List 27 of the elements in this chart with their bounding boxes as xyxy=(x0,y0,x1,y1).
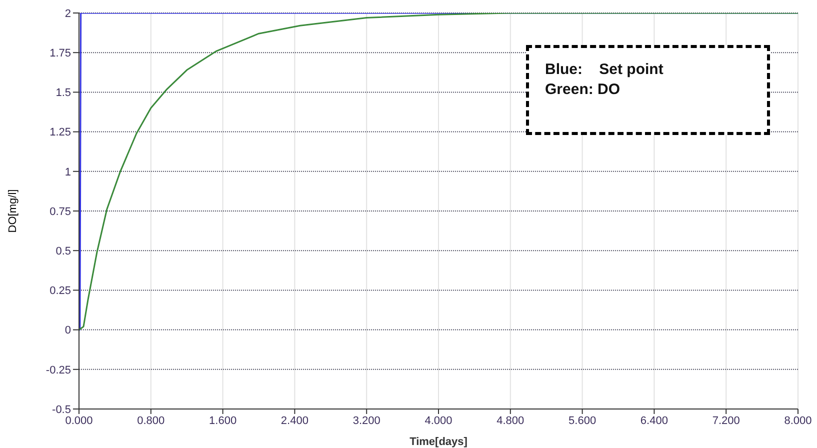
x-tick-label: 0.000 xyxy=(65,414,93,427)
y-tick-label: 0.5 xyxy=(56,246,71,258)
y-tick-label: 0 xyxy=(64,324,71,337)
x-tick-label: 5.600 xyxy=(568,414,596,427)
y-tick-label: 2 xyxy=(64,8,71,20)
x-axis-title: Time[days] xyxy=(410,436,468,448)
x-tick-label: 1.600 xyxy=(209,414,237,427)
x-tick-label: 4.000 xyxy=(424,414,452,427)
y-tick-label: 1.75 xyxy=(50,48,71,60)
x-tick-label: 2.400 xyxy=(280,414,308,427)
y-tick-label: 1.25 xyxy=(50,126,71,139)
x-tick-label: 0.800 xyxy=(137,414,165,427)
text-box: Blue: Set point Green: DO xyxy=(526,45,770,135)
annotation: Blue: Set point xyxy=(545,60,664,80)
x-tick-label: 7.200 xyxy=(712,414,740,427)
x-tick-label: 4.800 xyxy=(496,414,524,427)
annotation: Green: DO xyxy=(545,80,622,100)
y-tick-label: 0.75 xyxy=(50,206,71,218)
y-tick-label: 1 xyxy=(64,166,71,178)
y-axis-title: DO[mg/l] xyxy=(6,189,19,233)
y-tick-label: -0.5 xyxy=(52,404,71,416)
y-tick-label: 1.5 xyxy=(56,87,71,100)
y-tick-label: 0.25 xyxy=(50,285,71,298)
x-tick-label: 6.400 xyxy=(640,414,668,427)
x-tick-label: 8.000 xyxy=(784,414,812,427)
x-tick-label: 3.200 xyxy=(352,414,380,427)
y-tick-label: -0.25 xyxy=(46,364,71,376)
